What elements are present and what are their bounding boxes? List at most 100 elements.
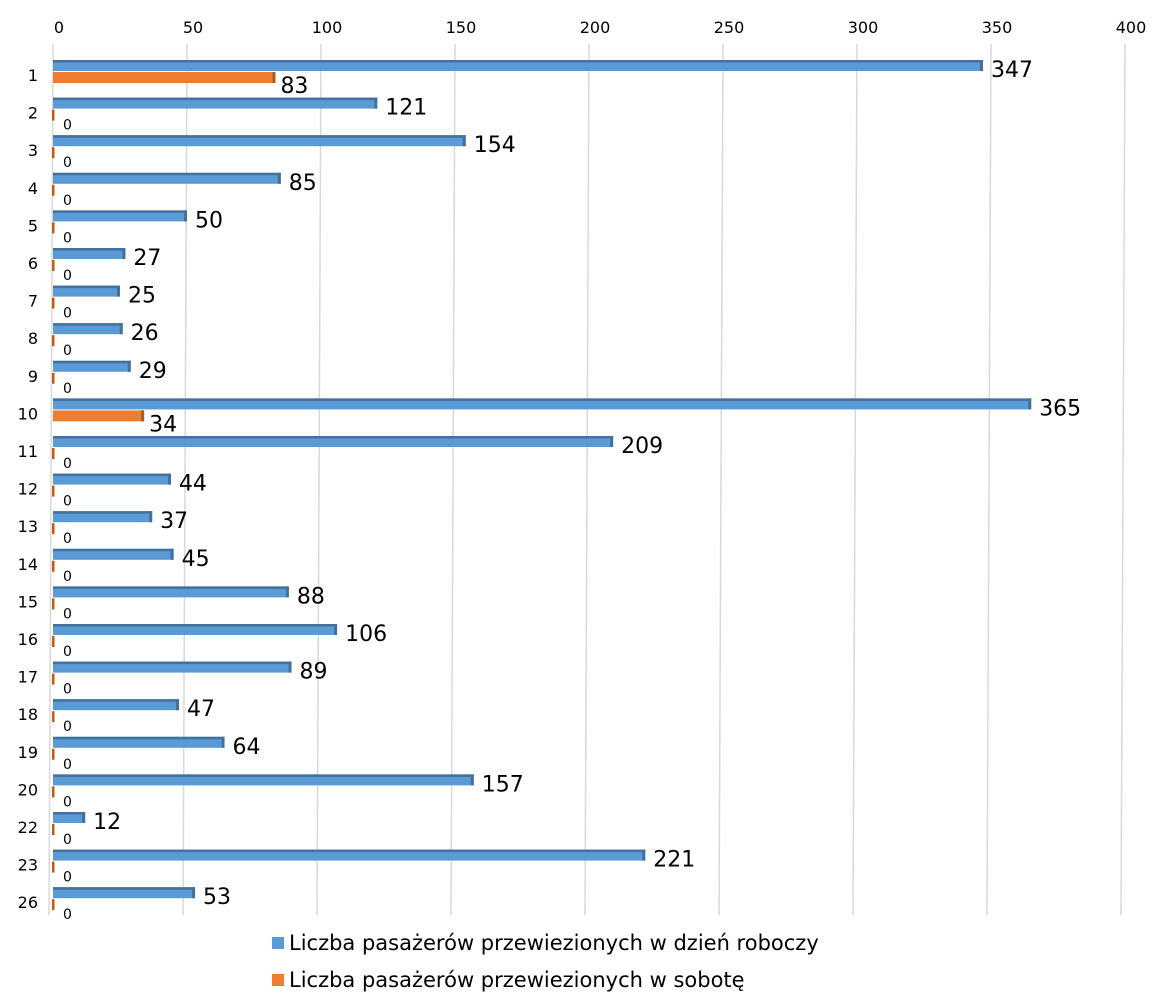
gridline-50 (182, 43, 188, 916)
bar-weekday-2 (53, 97, 378, 109)
bar-saturday-18 (52, 711, 55, 723)
x-tick-label-50: 50 (183, 18, 203, 37)
bar-weekday-end-20 (470, 774, 474, 786)
bar-saturday-2 (52, 109, 55, 121)
x-tick-label-0: 0 (54, 18, 64, 37)
legend-item-weekday: Liczba pasażerów przewiezionych w dzień … (272, 928, 819, 958)
data-label-saturday-14: 0 (63, 569, 72, 585)
data-label-weekday-18: 47 (187, 697, 215, 722)
bar-saturday-26 (52, 899, 55, 911)
bar-weekday-top-3 (53, 135, 466, 138)
bar-saturday-6 (52, 260, 55, 271)
bar-weekday-end-18 (175, 699, 179, 711)
y-tick-label-17: 17 (18, 668, 38, 687)
data-label-saturday-13: 0 (63, 531, 72, 547)
data-label-weekday-8: 26 (131, 321, 159, 346)
gridline-100 (316, 43, 322, 916)
bar-weekday-15 (53, 586, 289, 598)
data-label-weekday-13: 37 (160, 509, 188, 534)
bar-weekday-top-17 (53, 661, 292, 665)
y-tick-label-3: 3 (28, 141, 38, 160)
data-label-saturday-4: 0 (63, 193, 72, 209)
data-label-saturday-16: 0 (63, 644, 72, 660)
data-label-saturday-17: 0 (63, 682, 72, 698)
y-tick-label-15: 15 (18, 592, 38, 611)
bar-weekday-end-13 (149, 511, 153, 523)
data-label-weekday-3: 154 (474, 133, 516, 158)
bar-saturday-3 (52, 147, 55, 159)
y-tick-label-5: 5 (28, 216, 38, 235)
data-label-weekday-10: 365 (1039, 396, 1081, 421)
bar-weekday-top-26 (53, 887, 196, 890)
bar-weekday-end-26 (192, 887, 196, 899)
bar-weekday-top-15 (53, 586, 289, 589)
data-label-weekday-20: 157 (482, 772, 524, 797)
bar-weekday-6 (53, 248, 126, 259)
bar-saturday-20 (52, 786, 55, 798)
bar-weekday-5 (53, 210, 187, 222)
bar-saturday-11 (52, 448, 55, 459)
bar-weekday-4 (53, 172, 281, 184)
data-label-weekday-16: 106 (345, 622, 387, 647)
gridline-350 (986, 43, 992, 916)
data-label-saturday-3: 0 (63, 155, 72, 171)
bar-weekday-top-1 (53, 60, 983, 63)
x-tick-label-350: 350 (982, 18, 1013, 37)
data-label-weekday-4: 85 (289, 171, 317, 196)
bar-saturday-8 (52, 335, 55, 347)
y-tick-label-4: 4 (28, 179, 38, 198)
legend-swatch-weekday (272, 937, 284, 949)
y-tick-label-14: 14 (18, 555, 38, 574)
x-tick-label-100: 100 (312, 18, 343, 37)
bar-weekday-end-17 (288, 661, 292, 673)
data-label-weekday-11: 209 (621, 434, 663, 459)
y-tick-label-12: 12 (18, 480, 38, 499)
bar-weekday-end-16 (334, 624, 338, 635)
bar-weekday-top-23 (53, 849, 646, 853)
bar-weekday-end-10 (1028, 398, 1032, 410)
y-tick-label-22: 22 (18, 818, 38, 837)
data-label-weekday-1: 347 (991, 58, 1033, 83)
bar-weekday-12 (53, 473, 171, 485)
legend-swatch-saturday (272, 974, 284, 986)
bar-weekday-20 (53, 774, 474, 786)
bar-weekday-top-11 (53, 436, 614, 439)
bar-weekday-end-12 (167, 473, 171, 485)
gridline-150 (450, 43, 456, 916)
y-tick-label-6: 6 (28, 254, 38, 273)
bar-weekday-19 (53, 736, 225, 748)
bar-weekday-top-7 (53, 285, 120, 289)
data-labels: 347 83 121 0 154 0 85 0 50 0 27 0 25 0 26 0 29 0 365 34 209 0… (63, 58, 1081, 923)
data-label-saturday-9: 0 (63, 381, 72, 397)
data-label-weekday-26: 53 (203, 885, 231, 910)
data-label-weekday-9: 29 (139, 359, 167, 384)
bar-weekday-7 (53, 285, 120, 297)
data-label-saturday-1: 83 (280, 74, 308, 99)
data-label-saturday-15: 0 (63, 606, 72, 622)
bar-weekday-14 (53, 548, 174, 560)
bar-weekday-26 (53, 887, 196, 899)
data-label-weekday-12: 44 (179, 472, 207, 497)
x-tick-label-250: 250 (714, 18, 745, 37)
bar-weekday-end-1 (979, 60, 983, 71)
bar-saturday-4 (52, 184, 55, 196)
y-tick-label-8: 8 (28, 329, 38, 348)
bar-saturday-23 (52, 861, 55, 873)
bar-weekday-end-2 (374, 97, 378, 109)
y-tick-label-18: 18 (18, 705, 38, 724)
data-label-weekday-14: 45 (182, 547, 210, 572)
bar-weekday-end-14 (170, 548, 174, 560)
data-label-saturday-11: 0 (63, 456, 72, 472)
data-label-saturday-19: 0 (63, 757, 72, 773)
data-label-saturday-5: 0 (63, 230, 72, 246)
bar-saturday-9 (52, 372, 55, 384)
data-label-weekday-7: 25 (128, 284, 156, 309)
bar-weekday-end-6 (122, 248, 126, 259)
bar-saturday-10 (53, 410, 145, 422)
x-tick-label-200: 200 (580, 18, 611, 37)
y-tick-label-16: 16 (18, 630, 38, 649)
bar-weekday-end-4 (277, 172, 281, 184)
data-label-weekday-23: 221 (653, 848, 695, 873)
bar-weekday-top-16 (53, 624, 338, 627)
